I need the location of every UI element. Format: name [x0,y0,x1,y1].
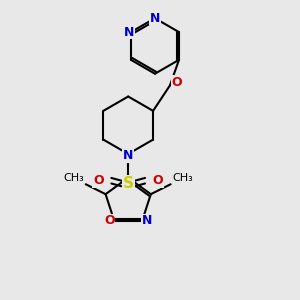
Text: S: S [123,176,134,191]
Text: CH₃: CH₃ [172,173,194,183]
Text: CH₃: CH₃ [63,173,84,183]
Text: O: O [104,214,115,227]
Text: N: N [124,26,134,39]
Text: O: O [172,76,182,89]
Text: N: N [142,214,152,227]
Text: O: O [93,174,104,187]
Text: N: N [150,12,160,25]
Text: N: N [123,149,134,162]
Text: O: O [153,174,163,187]
